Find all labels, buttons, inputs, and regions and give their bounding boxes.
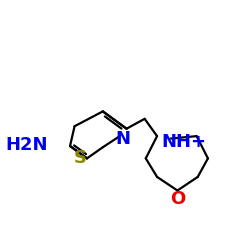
Text: O: O xyxy=(170,190,185,208)
Text: H2N: H2N xyxy=(5,136,48,154)
Text: S: S xyxy=(74,149,87,168)
Text: NH+: NH+ xyxy=(162,133,206,151)
Text: N: N xyxy=(116,130,131,148)
